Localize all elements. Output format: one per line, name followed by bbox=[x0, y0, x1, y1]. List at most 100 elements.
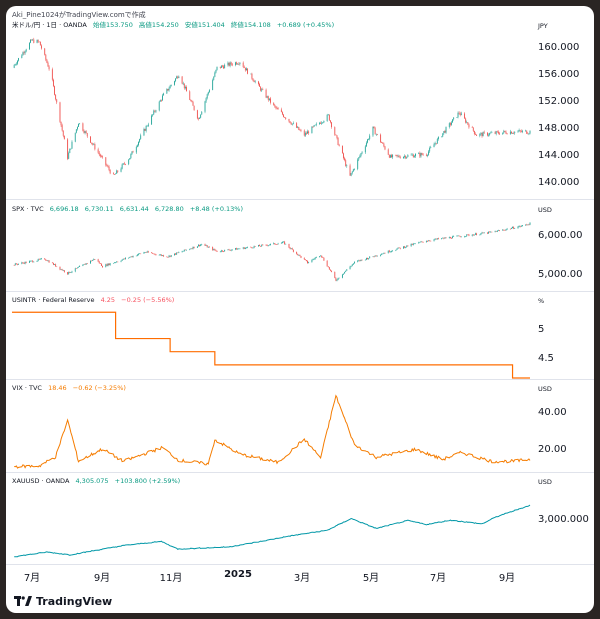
candle-body bbox=[491, 231, 493, 233]
candle-body bbox=[71, 271, 73, 273]
candle-body bbox=[251, 73, 253, 79]
series-title: XAUUSD · OANDA bbox=[12, 477, 70, 485]
candle-body bbox=[244, 67, 246, 71]
candle-body bbox=[45, 259, 47, 261]
candle-body bbox=[153, 110, 155, 115]
candle-body bbox=[84, 264, 86, 265]
candle-body bbox=[44, 258, 46, 260]
candle-body bbox=[312, 259, 314, 260]
candle-body bbox=[322, 257, 324, 258]
candle-body bbox=[63, 135, 65, 140]
candle-body bbox=[207, 246, 209, 248]
candle-body bbox=[420, 153, 422, 157]
candle-body bbox=[236, 248, 238, 250]
candle-body bbox=[473, 234, 475, 236]
x-label-year: 2025 bbox=[224, 569, 252, 580]
candle-body bbox=[144, 252, 146, 253]
candle-body bbox=[98, 261, 100, 264]
candle-body bbox=[109, 169, 111, 174]
candle-body bbox=[320, 255, 322, 257]
candle-body bbox=[307, 260, 308, 264]
candle-body bbox=[219, 66, 221, 68]
candle-body bbox=[448, 123, 450, 128]
candle-body bbox=[170, 84, 172, 86]
candle-body bbox=[62, 270, 64, 271]
pane-divider[interactable] bbox=[6, 291, 594, 292]
candle-body bbox=[237, 63, 239, 65]
candle-body bbox=[17, 60, 18, 64]
candle-body bbox=[397, 247, 399, 249]
candle-body bbox=[100, 156, 102, 158]
pane-divider[interactable] bbox=[6, 199, 594, 200]
candle-body bbox=[350, 265, 352, 267]
candle-body bbox=[319, 256, 320, 257]
candle-body bbox=[358, 157, 360, 160]
candle-body bbox=[456, 117, 458, 118]
candle-body bbox=[229, 62, 231, 66]
candle-body bbox=[239, 248, 241, 250]
chart-canvas[interactable] bbox=[6, 6, 594, 613]
candle-body bbox=[129, 257, 131, 258]
candle-body bbox=[517, 226, 519, 229]
candle-body bbox=[529, 131, 531, 134]
candle-body bbox=[198, 244, 199, 247]
candle-body bbox=[244, 247, 246, 249]
candle-body bbox=[220, 65, 222, 68]
candle-body bbox=[502, 229, 504, 231]
candle-body bbox=[350, 173, 352, 176]
candle-body bbox=[345, 160, 347, 167]
candle-body bbox=[32, 260, 34, 263]
candle-body bbox=[270, 243, 271, 245]
candle-body bbox=[258, 245, 259, 247]
candle-body bbox=[167, 88, 169, 91]
candle-body bbox=[503, 130, 505, 133]
candle-body bbox=[97, 259, 99, 262]
candle-body bbox=[491, 132, 493, 133]
candle-body bbox=[374, 255, 376, 257]
x-label: 7月 bbox=[23, 573, 41, 584]
candle-body bbox=[403, 156, 404, 159]
candle-body bbox=[153, 253, 155, 255]
pane-divider[interactable] bbox=[6, 472, 594, 473]
pane-divider[interactable] bbox=[6, 379, 594, 380]
candle-body bbox=[335, 134, 337, 136]
candle-body bbox=[388, 154, 390, 158]
candle-body bbox=[456, 235, 458, 237]
candle-body bbox=[428, 240, 430, 242]
candle-body bbox=[427, 154, 428, 156]
candle-body bbox=[52, 263, 54, 265]
candle-body bbox=[22, 262, 24, 264]
candle-body bbox=[33, 39, 35, 43]
candle-body bbox=[117, 261, 119, 263]
candle-body bbox=[331, 270, 332, 272]
change-stat: −0.62 (−3.25%) bbox=[72, 384, 126, 392]
candle-body bbox=[488, 231, 490, 234]
candle-body bbox=[471, 234, 473, 236]
candle-body bbox=[506, 228, 508, 230]
candle-body bbox=[467, 234, 469, 236]
candle-body bbox=[120, 260, 122, 262]
candle-body bbox=[337, 277, 339, 280]
candle-body bbox=[422, 241, 424, 243]
candle-body bbox=[48, 66, 50, 70]
candle-body bbox=[406, 156, 408, 159]
candle-body bbox=[105, 264, 107, 268]
candle-body bbox=[183, 249, 185, 252]
candle-body bbox=[123, 258, 125, 260]
candle-body bbox=[191, 248, 193, 250]
candle-body bbox=[403, 246, 404, 249]
candle-body bbox=[152, 114, 154, 116]
tradingview-logo[interactable]: TradingView bbox=[14, 595, 112, 608]
candle-body bbox=[505, 229, 507, 231]
candle-body bbox=[338, 145, 340, 146]
pane-title-xauusd: XAUUSD · OANDA 4,305.075 +103.800 (+2.59… bbox=[12, 477, 184, 485]
candle-body bbox=[277, 243, 279, 245]
candle-body bbox=[189, 91, 191, 100]
candle-body bbox=[39, 41, 41, 46]
candle-body bbox=[196, 110, 198, 119]
candle-body bbox=[262, 89, 264, 90]
candle-body bbox=[311, 126, 313, 134]
candle-body bbox=[494, 231, 496, 233]
candle-body bbox=[526, 224, 528, 226]
candle-body bbox=[215, 250, 217, 251]
